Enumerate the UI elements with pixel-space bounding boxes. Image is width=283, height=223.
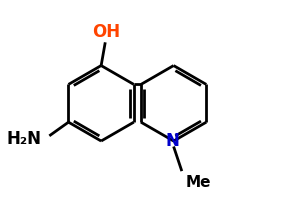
Text: N: N (165, 132, 179, 150)
Text: H₂N: H₂N (6, 130, 41, 148)
Text: OH: OH (93, 23, 121, 41)
Text: Me: Me (186, 175, 211, 190)
